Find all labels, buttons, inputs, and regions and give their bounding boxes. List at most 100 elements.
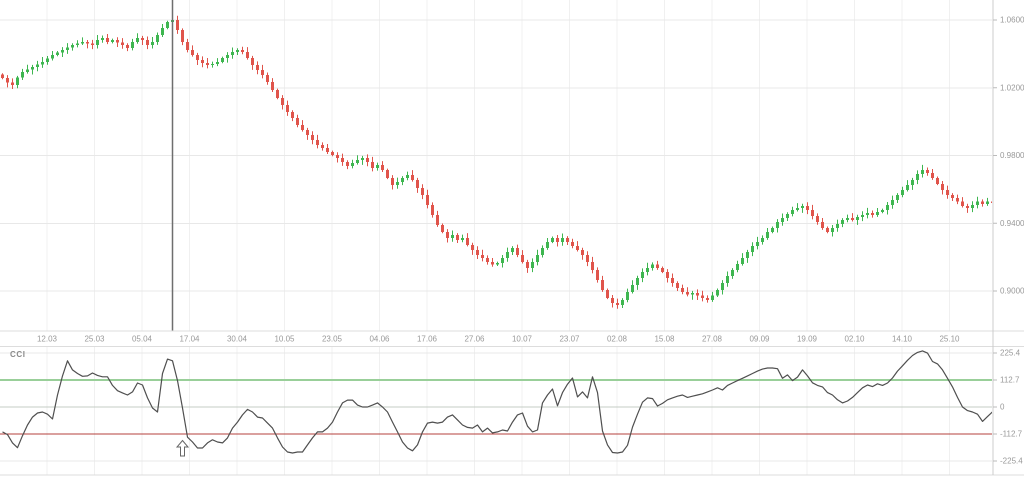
- candle[interactable]: [501, 255, 504, 268]
- candle[interactable]: [581, 247, 584, 260]
- candle[interactable]: [231, 47, 234, 59]
- candle[interactable]: [891, 195, 894, 209]
- candle[interactable]: [946, 185, 949, 199]
- candle[interactable]: [641, 268, 644, 283]
- candle[interactable]: [786, 212, 789, 221]
- candle[interactable]: [571, 238, 574, 249]
- candle[interactable]: [226, 52, 229, 63]
- candle[interactable]: [596, 267, 599, 283]
- candle[interactable]: [116, 37, 119, 48]
- candle[interactable]: [451, 230, 454, 242]
- candle[interactable]: [841, 218, 844, 228]
- candle[interactable]: [321, 142, 324, 151]
- candle[interactable]: [511, 246, 514, 256]
- candle[interactable]: [151, 36, 154, 49]
- candle[interactable]: [211, 61, 214, 68]
- candle[interactable]: [711, 291, 714, 302]
- candle[interactable]: [436, 210, 439, 227]
- candle[interactable]: [636, 275, 639, 290]
- candle[interactable]: [506, 247, 509, 262]
- candle[interactable]: [671, 273, 674, 287]
- candle[interactable]: [796, 203, 799, 212]
- candle[interactable]: [236, 48, 239, 56]
- candle[interactable]: [821, 217, 824, 230]
- candle[interactable]: [526, 259, 529, 273]
- candle[interactable]: [456, 233, 459, 244]
- candle[interactable]: [411, 170, 414, 182]
- candle[interactable]: [976, 196, 979, 209]
- candle[interactable]: [291, 110, 294, 122]
- candle[interactable]: [491, 257, 494, 267]
- candle[interactable]: [306, 127, 309, 140]
- candle[interactable]: [296, 114, 299, 128]
- candle[interactable]: [141, 35, 144, 46]
- candle[interactable]: [876, 207, 879, 217]
- candle[interactable]: [521, 250, 524, 264]
- candle[interactable]: [66, 43, 69, 54]
- candle[interactable]: [71, 43, 74, 51]
- candle[interactable]: [961, 197, 964, 208]
- candle[interactable]: [651, 262, 654, 271]
- candle[interactable]: [371, 156, 374, 172]
- candle[interactable]: [161, 24, 164, 37]
- candle[interactable]: [971, 201, 974, 213]
- candle[interactable]: [861, 211, 864, 222]
- candle[interactable]: [336, 152, 339, 163]
- candle[interactable]: [856, 214, 859, 225]
- candle[interactable]: [476, 246, 479, 260]
- candle[interactable]: [406, 171, 409, 181]
- candle[interactable]: [396, 177, 399, 189]
- candle[interactable]: [991, 200, 994, 204]
- candle[interactable]: [811, 204, 814, 220]
- candle[interactable]: [696, 289, 699, 301]
- candle[interactable]: [956, 194, 959, 205]
- candle[interactable]: [771, 226, 774, 234]
- candle[interactable]: [201, 56, 204, 68]
- candle[interactable]: [541, 245, 544, 258]
- candle[interactable]: [76, 40, 79, 48]
- candle[interactable]: [556, 235, 559, 247]
- candle[interactable]: [96, 34, 99, 49]
- candle[interactable]: [156, 32, 159, 45]
- candle[interactable]: [516, 244, 519, 258]
- candle[interactable]: [186, 38, 189, 53]
- candle[interactable]: [461, 234, 464, 243]
- candle[interactable]: [611, 294, 614, 308]
- candle[interactable]: [316, 134, 319, 149]
- candle[interactable]: [966, 203, 969, 213]
- candle[interactable]: [886, 201, 889, 215]
- candle[interactable]: [716, 288, 719, 298]
- candle[interactable]: [86, 39, 89, 49]
- candle[interactable]: [686, 287, 689, 297]
- candle[interactable]: [111, 38, 114, 44]
- candle[interactable]: [676, 281, 679, 291]
- candle[interactable]: [246, 47, 249, 60]
- candle[interactable]: [561, 233, 564, 246]
- candle[interactable]: [51, 50, 54, 61]
- candle[interactable]: [631, 280, 634, 294]
- candle[interactable]: [61, 47, 64, 58]
- candle[interactable]: [546, 237, 549, 250]
- candle[interactable]: [941, 180, 944, 195]
- candle[interactable]: [331, 150, 334, 157]
- candle[interactable]: [781, 213, 784, 226]
- candle[interactable]: [601, 275, 604, 292]
- candle[interactable]: [751, 242, 754, 257]
- candle[interactable]: [746, 249, 749, 263]
- candle[interactable]: [431, 202, 434, 218]
- candle[interactable]: [426, 189, 429, 209]
- candle[interactable]: [191, 45, 194, 57]
- candle[interactable]: [531, 258, 534, 273]
- candle[interactable]: [896, 193, 899, 204]
- candle[interactable]: [921, 164, 924, 178]
- candle[interactable]: [916, 170, 919, 185]
- candle[interactable]: [576, 241, 579, 252]
- candle[interactable]: [951, 193, 954, 202]
- candle[interactable]: [986, 197, 989, 206]
- candle[interactable]: [196, 52, 199, 66]
- candle[interactable]: [386, 168, 389, 180]
- candle[interactable]: [361, 155, 364, 165]
- candle[interactable]: [121, 38, 124, 49]
- candle[interactable]: [586, 251, 589, 267]
- candle[interactable]: [756, 236, 759, 250]
